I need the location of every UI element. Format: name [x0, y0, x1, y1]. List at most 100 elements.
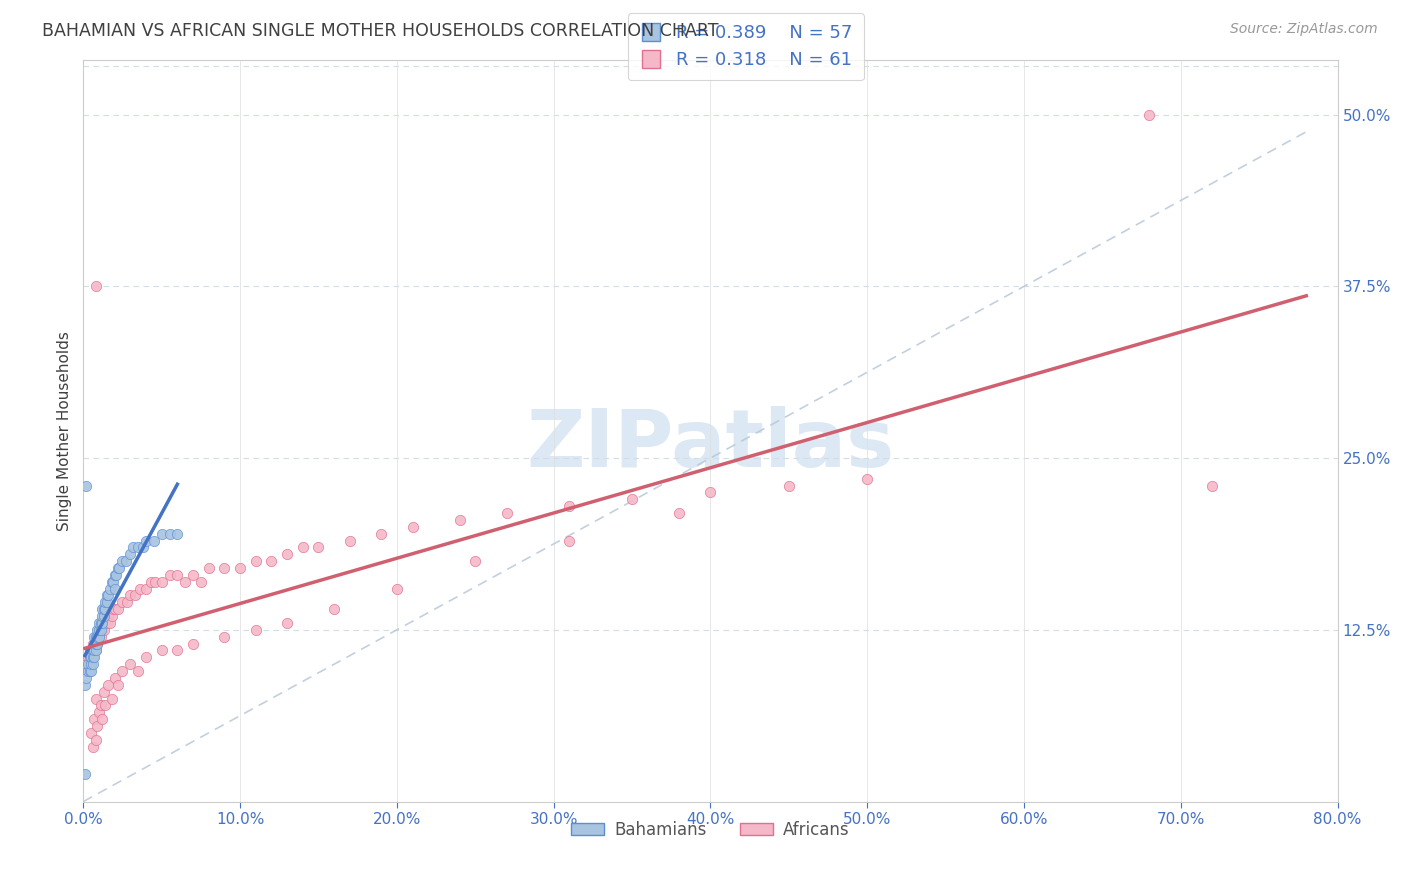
Point: [75, 657, 97, 672]
Point: [82, 739, 104, 754]
Point: [1201, 478, 1223, 492]
Point: [100, 574, 122, 589]
Point: [174, 574, 197, 589]
Point: [135, 582, 157, 596]
Point: [97, 609, 120, 624]
Point: [107, 602, 129, 616]
Point: [127, 664, 149, 678]
Point: [385, 582, 408, 596]
Point: [142, 533, 165, 548]
Point: [83, 636, 105, 650]
Point: [181, 636, 204, 650]
Point: [90, 615, 112, 630]
Point: [166, 643, 188, 657]
Point: [83, 630, 105, 644]
Point: [115, 595, 138, 609]
Point: [181, 567, 204, 582]
Point: [104, 567, 127, 582]
Point: [94, 698, 117, 713]
Point: [370, 526, 392, 541]
Point: [84, 643, 107, 657]
Point: [87, 615, 110, 630]
Point: [135, 533, 157, 548]
Point: [84, 691, 107, 706]
Point: [96, 589, 118, 603]
Point: [94, 615, 117, 630]
Point: [86, 623, 108, 637]
Point: [401, 520, 423, 534]
Point: [98, 615, 121, 630]
Point: [111, 554, 134, 568]
Point: [77, 657, 100, 672]
Point: [114, 554, 136, 568]
Point: [84, 636, 107, 650]
Point: [83, 712, 105, 726]
Point: [91, 712, 114, 726]
Point: [87, 630, 110, 644]
Point: [91, 602, 114, 616]
Point: [214, 630, 236, 644]
Point: [105, 567, 128, 582]
Point: [111, 595, 134, 609]
Point: [308, 541, 330, 555]
Point: [93, 684, 115, 698]
Point: [86, 636, 108, 650]
Point: [323, 602, 346, 616]
Point: [93, 623, 115, 637]
Point: [83, 643, 105, 657]
Point: [621, 492, 644, 507]
Point: [91, 609, 114, 624]
Point: [245, 554, 267, 568]
Point: [699, 485, 721, 500]
Point: [778, 478, 800, 492]
Point: [139, 574, 162, 589]
Point: [82, 643, 104, 657]
Point: [135, 650, 157, 665]
Text: Source: ZipAtlas.com: Source: ZipAtlas.com: [1230, 22, 1378, 37]
Point: [87, 706, 110, 720]
Point: [80, 650, 103, 665]
Point: [84, 279, 107, 293]
Point: [90, 630, 112, 644]
Point: [83, 636, 105, 650]
Point: [80, 657, 103, 672]
Point: [276, 615, 298, 630]
Point: [166, 526, 188, 541]
Point: [166, 567, 188, 582]
Point: [150, 526, 173, 541]
Point: [104, 671, 127, 685]
Point: [132, 541, 155, 555]
Point: [107, 561, 129, 575]
Point: [75, 671, 97, 685]
Point: [96, 615, 118, 630]
Point: [104, 602, 127, 616]
Point: [558, 499, 581, 513]
Point: [108, 561, 131, 575]
Point: [111, 664, 134, 678]
Point: [145, 574, 167, 589]
Point: [94, 602, 117, 616]
Point: [84, 643, 107, 657]
Point: [190, 574, 212, 589]
Point: [291, 541, 314, 555]
Point: [87, 630, 110, 644]
Point: [120, 547, 142, 561]
Point: [495, 506, 517, 520]
Point: [80, 643, 103, 657]
Y-axis label: Single Mother Households: Single Mother Households: [58, 331, 72, 531]
Point: [128, 582, 150, 596]
Point: [214, 561, 236, 575]
Point: [75, 478, 97, 492]
Point: [120, 589, 142, 603]
Point: [449, 513, 471, 527]
Point: [83, 643, 105, 657]
Point: [79, 643, 101, 657]
Point: [1139, 107, 1161, 121]
Point: [159, 567, 181, 582]
Point: [127, 541, 149, 555]
Point: [87, 623, 110, 637]
Point: [79, 657, 101, 672]
Point: [90, 623, 112, 637]
Point: [73, 767, 96, 781]
Point: [86, 630, 108, 644]
